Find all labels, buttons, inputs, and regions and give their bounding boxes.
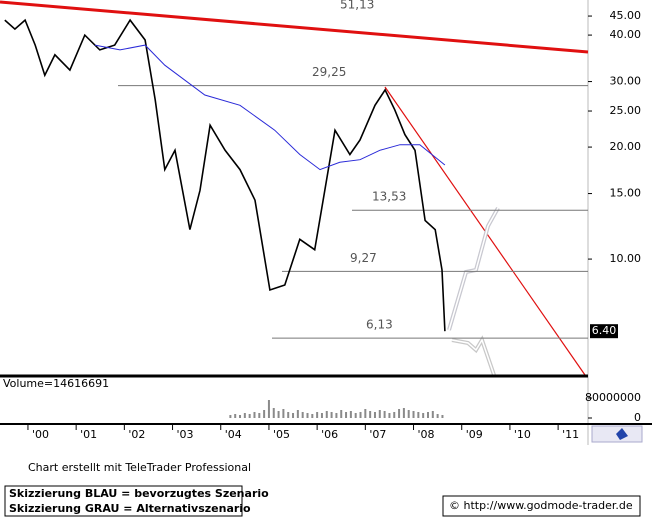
- volume-bar: [325, 411, 328, 418]
- level-label: 29,25: [312, 65, 346, 79]
- y-tick-label: 45.00: [610, 9, 642, 22]
- scenario-grey-inner: [451, 338, 495, 376]
- volume-bar: [330, 412, 333, 418]
- last-price-label: 6.40: [592, 324, 617, 337]
- y-tick-label: 80000000: [585, 391, 641, 404]
- volume-bar: [272, 408, 275, 418]
- legend-grey: Skizzierung GRAU = Alternativszenario: [9, 502, 251, 515]
- volume-bar: [301, 412, 304, 418]
- volume-bar: [258, 413, 261, 418]
- x-tick-label: '01: [80, 428, 97, 441]
- volume-bar: [263, 410, 266, 418]
- volume-bar: [412, 411, 415, 418]
- price-line: [94, 44, 446, 171]
- volume-bar: [253, 412, 256, 418]
- volume-bar: [229, 415, 232, 418]
- volume-bar: [441, 415, 444, 418]
- volume-bar: [378, 410, 381, 418]
- volume-bar: [422, 413, 425, 418]
- volume-bar: [354, 413, 357, 418]
- volume-bar: [277, 411, 280, 418]
- scenario-blue-inner: [448, 207, 499, 331]
- volume-bar: [359, 412, 362, 418]
- volume-bar: [243, 413, 246, 418]
- x-tick-label: '04: [225, 428, 242, 441]
- x-tick-label: '07: [369, 428, 386, 441]
- volume-bar: [340, 410, 343, 418]
- volume-bar: [282, 409, 285, 418]
- volume-bar: [234, 414, 237, 418]
- x-tick-label: '06: [321, 428, 338, 441]
- volume-bar: [267, 400, 270, 418]
- credit: Chart erstellt mit TeleTrader Profession…: [28, 461, 251, 474]
- volume-bar: [311, 414, 314, 418]
- x-tick-label: '00: [32, 428, 49, 441]
- volume-bar: [306, 413, 309, 418]
- volume-bar: [388, 413, 391, 418]
- y-tick-label: 25.00: [610, 104, 642, 117]
- y-tick-label: 20.00: [610, 140, 642, 153]
- level-label: 13,53: [372, 190, 406, 204]
- price-line: [4, 18, 446, 332]
- volume-bar: [407, 410, 410, 418]
- x-tick-label: '10: [514, 428, 531, 441]
- nav-icon-arrow: [616, 428, 628, 440]
- y-tick-label: 0: [634, 411, 641, 424]
- volume-bar: [320, 413, 323, 418]
- volume-bar: [402, 408, 405, 418]
- trend-line: [0, 0, 589, 54]
- last-price-box: [590, 324, 618, 339]
- volume-bar: [373, 412, 376, 418]
- x-tick-label: '03: [177, 428, 194, 441]
- volume-title: Volume=14616691: [3, 377, 109, 390]
- volume-bar: [383, 411, 386, 418]
- volume-bar: [335, 413, 338, 418]
- volume-bar: [431, 411, 434, 418]
- volume-bar: [364, 409, 367, 418]
- x-tick-label: '02: [128, 428, 145, 441]
- volume-bar: [436, 414, 439, 418]
- volume-bar: [369, 411, 372, 418]
- volume-bar: [287, 412, 290, 418]
- x-tick-label: '05: [273, 428, 290, 441]
- x-tick-label: '08: [418, 428, 435, 441]
- legend-box: [4, 485, 243, 517]
- volume-bar: [393, 412, 396, 418]
- y-tick-label: 40.00: [610, 28, 642, 41]
- volume-bar: [398, 409, 401, 418]
- volume-bar: [345, 412, 348, 418]
- volume-bar: [417, 412, 420, 418]
- url-box: [442, 495, 641, 517]
- url: © http://www.godmode-trader.de: [449, 499, 633, 512]
- level-label: 9,27: [350, 251, 377, 265]
- volume-bar: [296, 410, 299, 418]
- y-tick-label: 10.00: [610, 252, 642, 265]
- level-label: 6,13: [366, 318, 393, 332]
- level-label: 51,13: [340, 0, 374, 12]
- volume-bar: [316, 412, 319, 418]
- volume-bar: [248, 414, 251, 418]
- volume-bar: [349, 411, 352, 418]
- volume-bar: [239, 415, 242, 418]
- volume-bar: [426, 412, 429, 418]
- y-tick-label: 30.00: [610, 75, 642, 88]
- x-tick-label: '09: [466, 428, 483, 441]
- x-tick-label: '11: [562, 428, 579, 441]
- volume-bar: [292, 413, 295, 418]
- legend-blue: Skizzierung BLAU = bevorzugtes Szenario: [9, 487, 269, 500]
- y-tick-label: 15.00: [610, 187, 642, 200]
